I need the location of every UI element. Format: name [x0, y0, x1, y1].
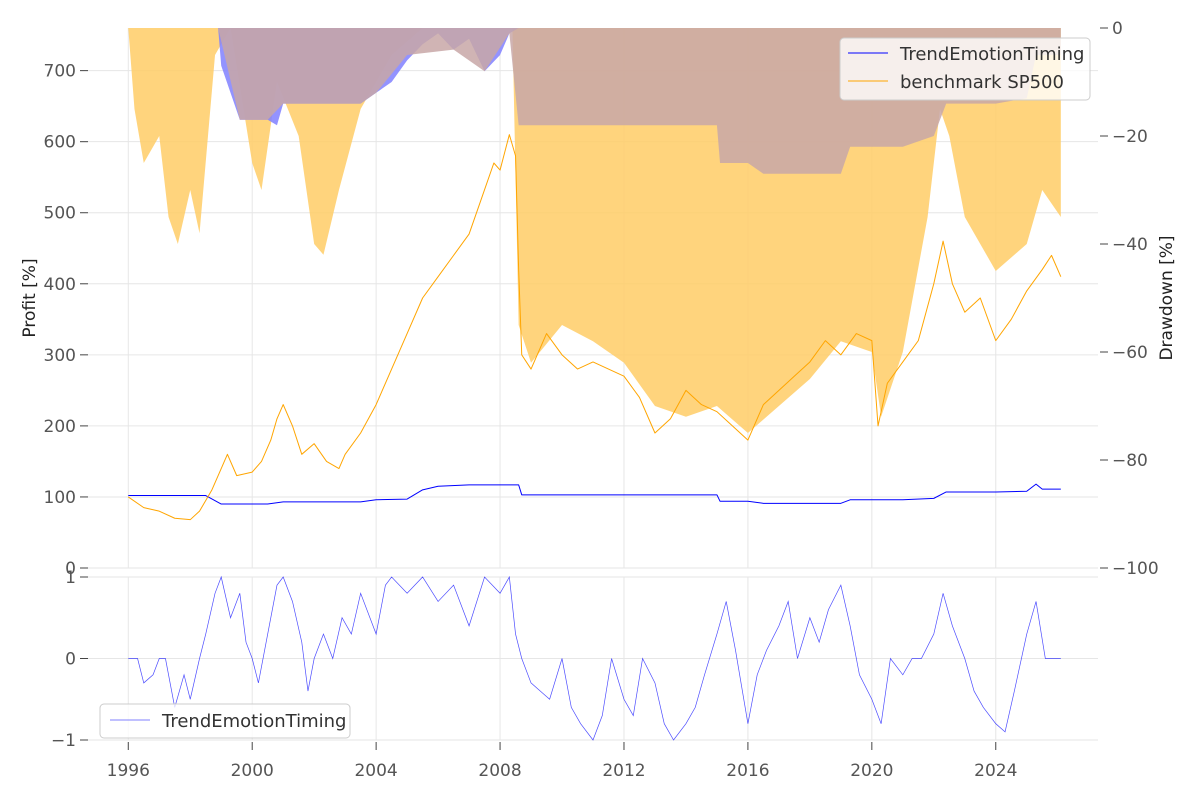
right-axis-label: Drawdown [%] [1157, 235, 1177, 360]
x-tick-label-2016: 2016 [726, 761, 769, 781]
left-y-tick-label-400: 400 [44, 275, 76, 295]
left-y-tick-label-700: 700 [44, 62, 76, 82]
left-y-tick-label-300: 300 [44, 346, 76, 366]
line-layer [127, 134, 1062, 741]
x-tick-label-2000: 2000 [231, 761, 274, 781]
top-series-line-1 [127, 134, 1062, 521]
bottom-y-tick-label-1: 1 [65, 568, 76, 588]
legend-bottom-box [99, 703, 351, 739]
left-y-tick-label-500: 500 [44, 204, 76, 224]
bottom-y-tick-label-0: 0 [65, 650, 76, 670]
right-y-tick-label--40: −40 [1112, 235, 1148, 255]
bottom-series-line-0 [128, 575, 1061, 741]
right-y-tick-label--80: −80 [1112, 451, 1148, 471]
left-y-tick-label-600: 600 [44, 133, 76, 153]
x-tick-label-1996: 1996 [107, 761, 150, 781]
x-tick-label-2024: 2024 [974, 761, 1017, 781]
legend-label-signal: TrendEmotionTiming [161, 711, 346, 732]
top-series-line-0 [128, 483, 1061, 505]
legend-label-trend: TrendEmotionTiming [899, 44, 1084, 65]
left-y-tick-label-100: 100 [44, 488, 76, 508]
bottom-y-tick-label--1: −1 [51, 731, 76, 751]
x-tick-label-2008: 2008 [478, 761, 521, 781]
x-tick-label-2012: 2012 [602, 761, 645, 781]
x-tick-label-2004: 2004 [354, 761, 397, 781]
axis-layer: 1996 2000 2004 2008 2012 2016 2020 202401002003… [44, 19, 1159, 781]
right-y-tick-label--60: −60 [1112, 343, 1148, 363]
right-y-tick-label--100: −100 [1112, 559, 1159, 579]
legend-bottom: TrendEmotionTiming [99, 703, 351, 739]
x-tick-label-2020: 2020 [850, 761, 893, 781]
left-axis-label: Profit [%] [20, 258, 40, 337]
drawdown-area-layer [128, 28, 1061, 433]
left-y-tick-label-200: 200 [44, 417, 76, 437]
legend-label-benchmark: benchmark SP500 [900, 72, 1064, 93]
right-y-tick-label-0: 0 [1112, 19, 1123, 39]
right-y-tick-label--20: −20 [1112, 127, 1148, 147]
legend-top-box [839, 37, 1091, 101]
left-y-tick-label-0: 0 [65, 559, 76, 579]
drawdown-area-2 [128, 28, 1061, 174]
legend-top: TrendEmotionTiming benchmark SP500 [839, 37, 1091, 101]
